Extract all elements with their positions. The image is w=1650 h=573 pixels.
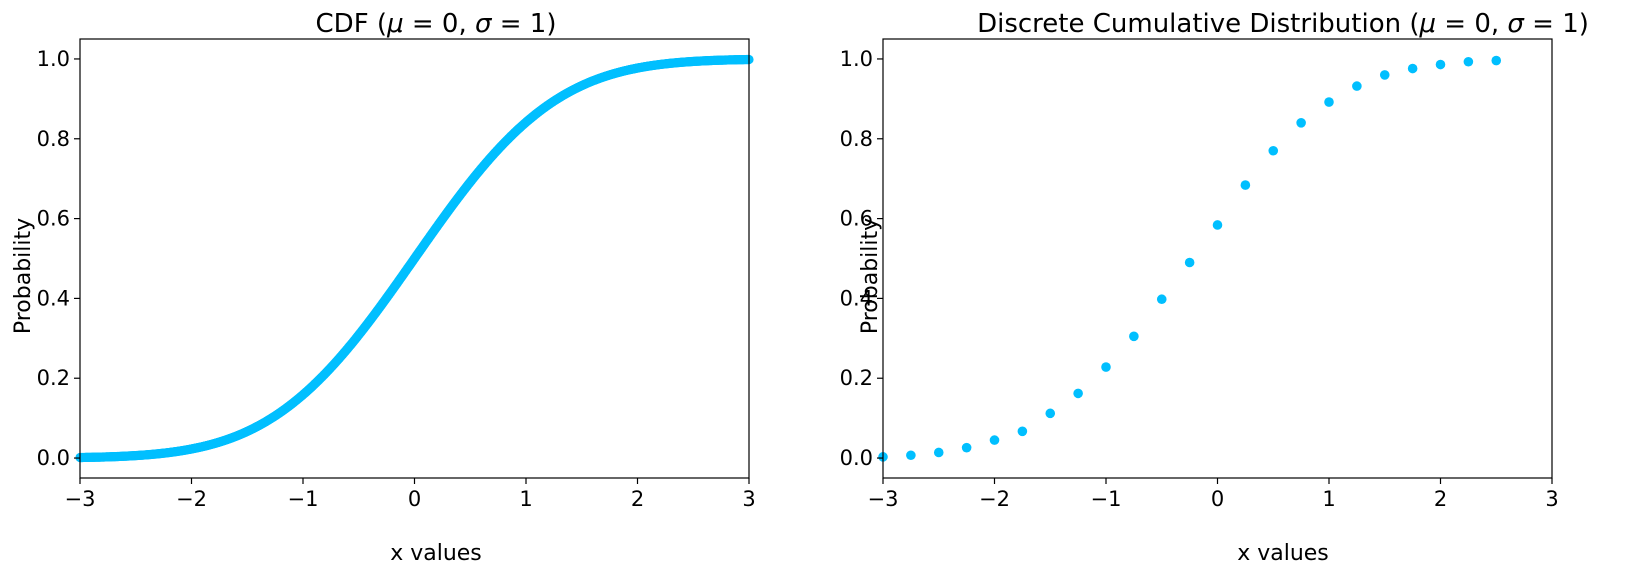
cdf-x-tick-label: −2 [176, 487, 207, 511]
discrete-cdf-x-tick-label: 0 [1211, 487, 1224, 511]
cdf-y-tick-label: 0.2 [37, 366, 70, 390]
cdf-chart: CDF (μ = 0, σ = 1) −3 −2 −1 0 1 2 3 0.0 0.2 0.4 0.… [11, 9, 756, 566]
discrete-cdf-point [1296, 118, 1306, 128]
cdf-y-tick-label: 1.0 [37, 47, 70, 71]
discrete-cdf-points [878, 55, 1502, 462]
cdf-x-tick-label: 1 [519, 487, 532, 511]
discrete-cdf-point [1184, 257, 1195, 268]
discrete-cdf-point [1491, 55, 1502, 66]
discrete-cdf-point [1212, 220, 1223, 230]
cdf-x-tick-label: 3 [742, 487, 755, 511]
discrete-cdf-y-axis-label: Probability [858, 218, 883, 334]
cdf-y-tick-label: 0.6 [37, 207, 70, 231]
discrete-cdf-chart: Discrete Cumulative Distribution (μ = 0,… [840, 9, 1589, 566]
discrete-cdf-y-tick-label: 0.8 [840, 127, 873, 151]
cdf-y-axis-label: Probability [11, 218, 36, 334]
discrete-cdf-point [989, 435, 1000, 445]
cdf-chart-title: CDF (μ = 0, σ = 1) [316, 9, 557, 39]
cdf-x-tick-label: 2 [631, 487, 644, 511]
discrete-cdf-y-tick-label: 0.4 [840, 286, 873, 310]
discrete-cdf-plot-area: −3 −2 −1 0 1 2 3 0.0 0.2 0.4 0.6 0.8 1.0 [840, 38, 1559, 511]
cdf-x-tick-label: −3 [65, 487, 96, 511]
discrete-cdf-x-tick-label: 2 [1434, 487, 1447, 511]
discrete-cdf-point [1017, 426, 1028, 437]
discrete-cdf-x-tick-label: −1 [1091, 487, 1122, 511]
discrete-cdf-y-tick-label: 0.2 [840, 366, 873, 390]
discrete-cdf-x-tick-label: 3 [1545, 487, 1558, 511]
discrete-cdf-x-tick-label: −3 [868, 487, 899, 511]
discrete-cdf-chart-title: Discrete Cumulative Distribution (μ = 0,… [977, 9, 1589, 39]
discrete-cdf-axes-frame [882, 38, 1553, 479]
discrete-cdf-y-tick-label: 0.6 [840, 207, 873, 231]
cdf-y-tick-label: 0.8 [37, 127, 70, 151]
discrete-cdf-point [1324, 97, 1334, 107]
discrete-cdf-point [933, 447, 944, 458]
discrete-cdf-point [961, 442, 972, 453]
cdf-points [75, 54, 754, 463]
discrete-cdf-point [1240, 180, 1251, 190]
cdf-y-tick-label: 0.4 [37, 286, 70, 310]
discrete-cdf-x-axis-label: x values [1237, 541, 1329, 566]
cdf-x-axis-label: x values [390, 541, 482, 566]
cdf-x-tick-label: 0 [408, 487, 421, 511]
discrete-cdf-point [1435, 59, 1446, 70]
discrete-cdf-point [1045, 408, 1056, 419]
discrete-cdf-x-tick-label: 1 [1322, 487, 1335, 511]
cdf-plot-area: −3 −2 −1 0 1 2 3 0.0 0.2 0.4 0.6 0.8 1.0 [37, 38, 756, 511]
discrete-cdf-y-tick-label: 0.0 [840, 446, 873, 470]
discrete-cdf-point [1129, 331, 1139, 342]
cdf-x-tick-label: −1 [288, 487, 319, 511]
discrete-cdf-point [1101, 362, 1111, 372]
discrete-cdf-point [1463, 56, 1474, 67]
discrete-cdf-point [1352, 81, 1362, 91]
cdf-y-tick-label: 0.0 [37, 446, 70, 470]
discrete-cdf-y-tick-label: 1.0 [840, 47, 873, 71]
discrete-cdf-point [1156, 294, 1167, 305]
discrete-cdf-point [906, 450, 916, 461]
discrete-cdf-point [1379, 70, 1390, 80]
discrete-cdf-x-tick-label: −2 [979, 487, 1010, 511]
discrete-cdf-point [1268, 145, 1279, 156]
discrete-cdf-point [1407, 63, 1418, 74]
discrete-cdf-point [1073, 388, 1083, 399]
